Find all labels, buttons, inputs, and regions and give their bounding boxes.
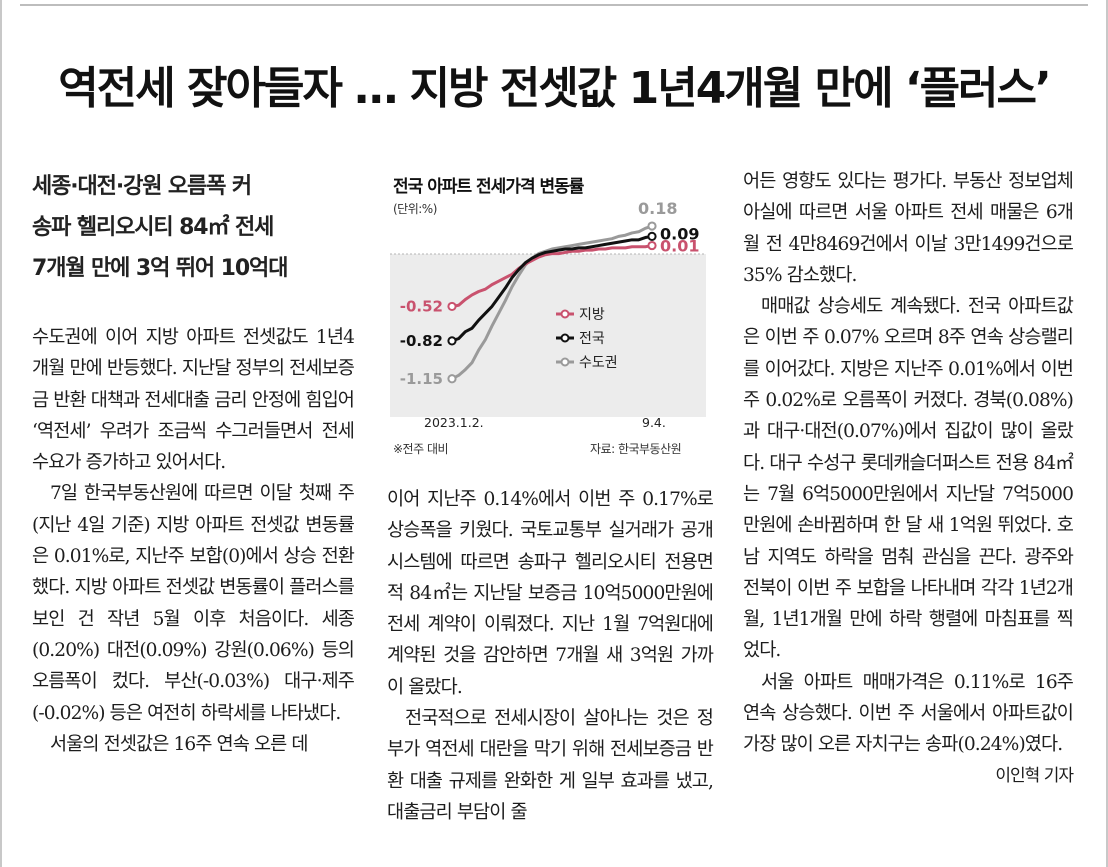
paragraph: 매매값 상승세도 계속됐다. 전국 아파트값은 이번 주 0.07% 오르며 8… bbox=[743, 296, 1074, 662]
chart-note: ※전주 대비 bbox=[393, 442, 449, 456]
legend-marker bbox=[560, 357, 570, 367]
paragraph-text: 서울 아파트 매매가격은 0.11%로 16주 연속 상승했다. 이번 주 서울… bbox=[743, 671, 1074, 756]
legend-marker bbox=[560, 309, 570, 319]
legend-label: 지방 bbox=[579, 307, 605, 323]
end-value-label: 0.18 bbox=[638, 199, 677, 218]
headline: 역전세 잦아들자 … 지방 전셋값 1년4개월 만에 ‘플러스’ bbox=[58, 63, 1052, 114]
series-endpoint bbox=[447, 301, 457, 312]
subhead-line: 송파 헬리오시티 84㎡ 전세 bbox=[32, 215, 274, 240]
series-endpoint bbox=[447, 374, 457, 384]
top-rule bbox=[20, 4, 1088, 6]
byline: 이인혁 기자 bbox=[995, 765, 1074, 786]
left-border bbox=[0, 0, 2, 867]
column-2: 이어 지난주 0.14%에서 이번 주 0.17%로 상승폭을 키웠다. 국토교… bbox=[387, 484, 714, 828]
series-endpoint bbox=[647, 231, 657, 241]
series-endpoint bbox=[647, 240, 657, 251]
chart-source: 자료: 한국부동산원 bbox=[590, 442, 682, 456]
paragraph: 7일 한국부동산원에 따르면 이달 첫째 주(지난 4일 기준) 지방 아파트 … bbox=[32, 483, 355, 724]
right-border bbox=[1106, 0, 1108, 867]
paragraph: 서울 아파트 매매가격은 0.11%로 16주 연속 상승했다. 이번 주 서울… bbox=[743, 667, 1074, 786]
legend-label: 수도권 bbox=[579, 355, 618, 371]
subhead-line: 7개월 만에 3억 뛰어 10억대 bbox=[32, 256, 288, 281]
chart-unit: (단위:%) bbox=[393, 202, 437, 216]
series-endpoint bbox=[447, 336, 457, 346]
column-3: 어든 영향도 있다는 평가다. 부동산 정보업체 아실에 따르면 서울 아파트 … bbox=[743, 166, 1074, 792]
start-value-label: -0.82 bbox=[400, 332, 443, 350]
subhead: 세종·대전·강원 오름폭 커 송파 헬리오시티 84㎡ 전세 7개월 만에 3억… bbox=[32, 166, 332, 289]
paragraph: 수도권에 이어 지방 아파트 전셋값도 1년4개월 만에 반등했다. 지난달 정… bbox=[32, 327, 355, 474]
chart-title: 전국 아파트 전세가격 변동률 bbox=[393, 177, 584, 197]
paragraph: 전국적으로 전세시장이 살아나는 것은 정부가 역전세 대란을 막기 위해 전세… bbox=[387, 708, 714, 823]
end-value-label: 0.09 bbox=[660, 224, 699, 243]
start-value-label: -1.15 bbox=[400, 370, 443, 388]
end-value-label: 0.01 bbox=[660, 237, 699, 256]
x-tick-label: 9.4. bbox=[642, 415, 666, 430]
series-line bbox=[451, 234, 653, 343]
paragraph: 어든 영향도 있다는 평가다. 부동산 정보업체 아실에 따르면 서울 아파트 … bbox=[743, 171, 1074, 286]
start-value-label: -0.52 bbox=[400, 297, 443, 315]
x-tick-label: 2023.1.2. bbox=[424, 415, 484, 430]
legend-marker bbox=[560, 333, 570, 343]
series-line bbox=[451, 244, 653, 308]
subhead-line: 세종·대전·강원 오름폭 커 bbox=[32, 174, 252, 199]
paragraph: 이어 지난주 0.14%에서 이번 주 0.17%로 상승폭을 키웠다. 국토교… bbox=[387, 489, 714, 698]
paragraph: 서울의 전셋값은 16주 연속 오른 데 bbox=[50, 733, 309, 755]
series-line bbox=[451, 224, 653, 381]
chart-plot-background bbox=[390, 254, 706, 417]
column-1: 수도권에 이어 지방 아파트 전셋값도 1년4개월 만에 반등했다. 지난달 정… bbox=[32, 322, 355, 760]
legend-label: 전국 bbox=[579, 331, 605, 347]
series-endpoint bbox=[647, 221, 657, 231]
